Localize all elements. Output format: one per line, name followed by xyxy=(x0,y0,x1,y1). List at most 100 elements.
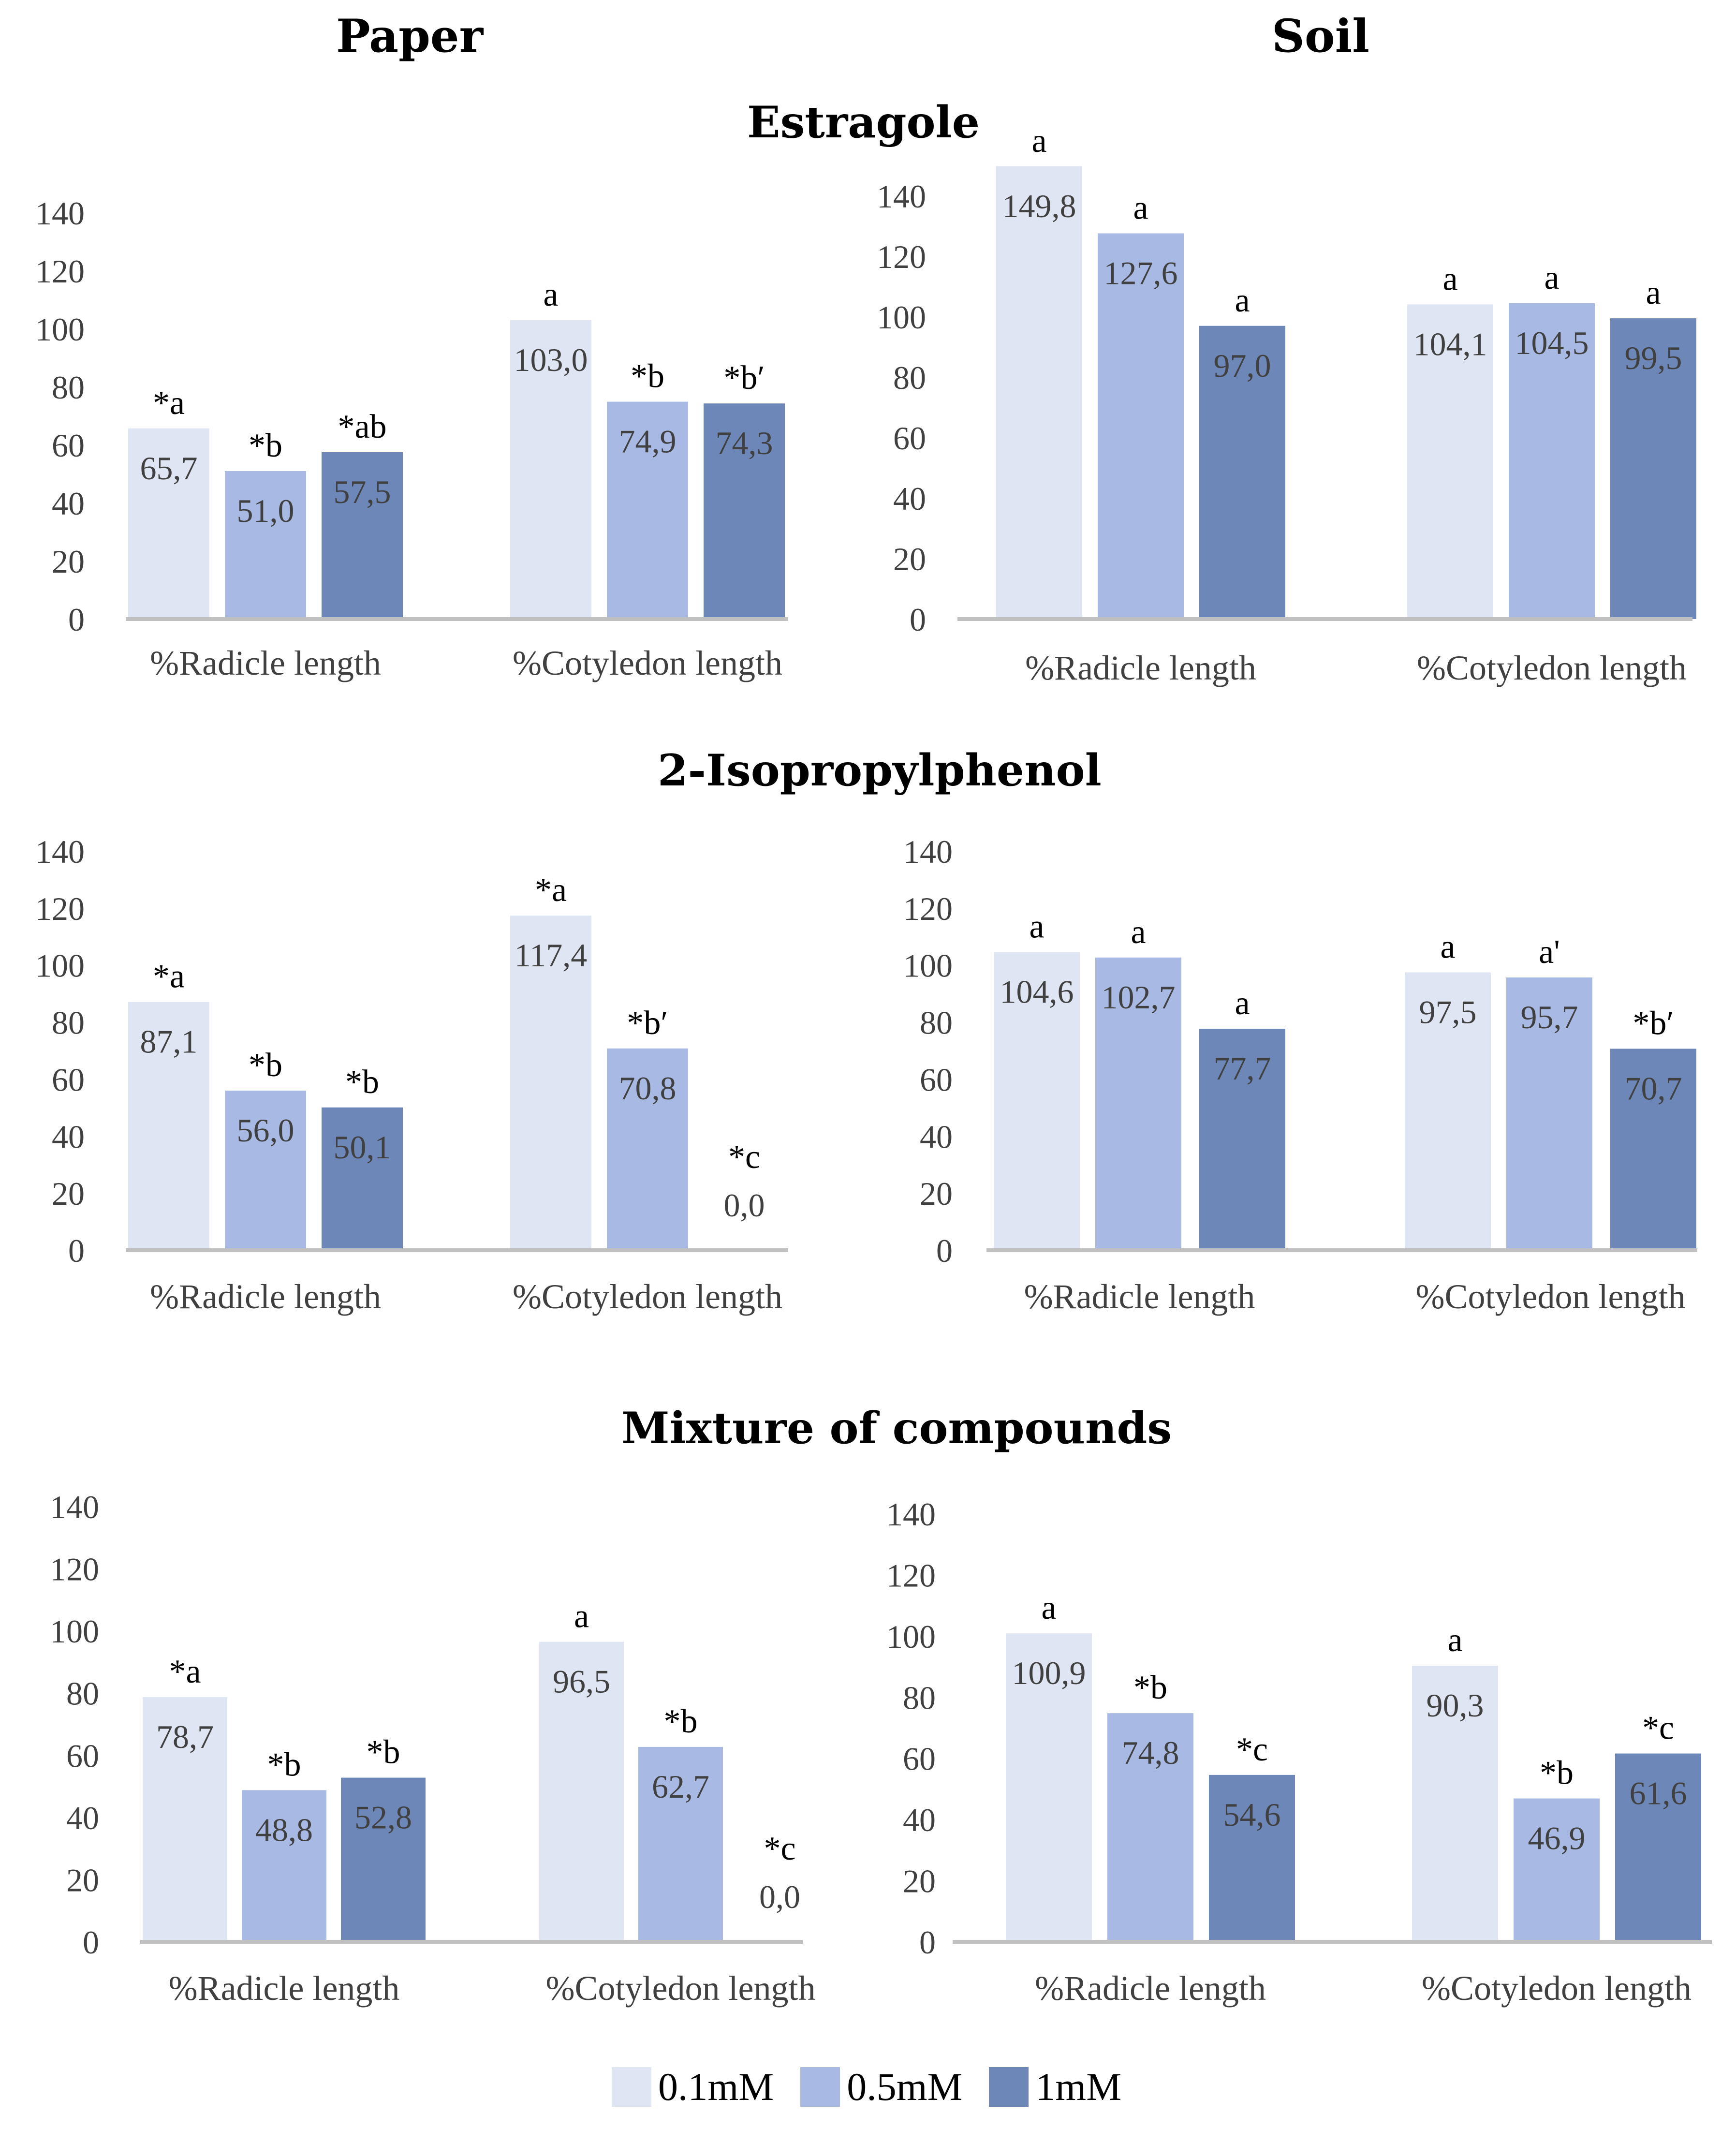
significance-letter: *b′ xyxy=(1633,1005,1674,1042)
data-label: 90,3 xyxy=(1427,1687,1484,1724)
significance-letter: *b xyxy=(631,358,664,395)
y-tick-label: 80 xyxy=(920,1005,953,1041)
significance-letter: a xyxy=(1235,282,1250,319)
significance-letter: *a xyxy=(153,384,185,422)
significance-letter: a xyxy=(574,1598,589,1635)
significance-letter: *b′ xyxy=(627,1005,668,1042)
significance-letter: *b′ xyxy=(723,359,765,397)
y-tick-label: 140 xyxy=(35,195,85,232)
bar xyxy=(1506,977,1592,1250)
significance-letter: a xyxy=(1133,190,1148,227)
y-tick-label: 0 xyxy=(68,1232,85,1269)
bar xyxy=(1412,1666,1498,1942)
data-label: 65,7 xyxy=(140,450,198,487)
significance-letter: *b xyxy=(367,1734,400,1771)
bar xyxy=(225,1091,306,1250)
legend-swatch-1mM xyxy=(989,2067,1029,2107)
bar xyxy=(225,471,306,619)
y-tick-label: 140 xyxy=(50,1489,99,1525)
y-tick-label: 0 xyxy=(68,601,85,638)
section-title-isopropylphenol: 2-Isopropylphenol xyxy=(658,745,1102,796)
y-tick-label: 120 xyxy=(50,1551,99,1588)
y-tick-label: 100 xyxy=(903,947,953,984)
data-label: 104,5 xyxy=(1515,325,1589,361)
y-tick-label: 80 xyxy=(52,369,85,406)
bar xyxy=(539,1641,624,1942)
chart-estragole-paper: 0 20 40 60 80 100 120 140 65,7 *a 103,0 a 51,0 *b 74,9… xyxy=(35,195,788,682)
y-tick-label: 20 xyxy=(52,543,85,580)
significance-letter: *b xyxy=(249,1047,282,1084)
y-tick-label: 60 xyxy=(920,1061,953,1098)
bar xyxy=(1405,972,1491,1250)
bar xyxy=(1610,318,1696,619)
bar xyxy=(1514,1798,1600,1942)
significance-letter: a xyxy=(1646,274,1661,311)
bar xyxy=(1199,1029,1285,1250)
data-label: 56,0 xyxy=(237,1112,294,1149)
data-label: 97,0 xyxy=(1214,347,1271,384)
y-tick-label: 40 xyxy=(920,1118,953,1155)
bar xyxy=(1615,1753,1701,1942)
data-label: 62,7 xyxy=(652,1768,709,1805)
y-tick-label: 20 xyxy=(52,1175,85,1212)
category-label: %Radicle length xyxy=(150,1277,381,1316)
data-label: 97,5 xyxy=(1419,993,1477,1030)
data-label: 117,4 xyxy=(515,937,587,974)
y-tick-label: 140 xyxy=(877,178,926,215)
significance-letter: *c xyxy=(1642,1710,1674,1747)
significance-letter: *c xyxy=(728,1138,760,1176)
bar xyxy=(1095,957,1181,1250)
significance-letter: a xyxy=(1041,1589,1056,1626)
data-label: 96,5 xyxy=(553,1663,610,1700)
bar xyxy=(607,401,688,619)
bar xyxy=(994,952,1080,1250)
y-tick-label: 100 xyxy=(35,311,85,348)
y-tick-label: 60 xyxy=(893,420,926,457)
data-label: 74,9 xyxy=(619,423,677,460)
significance-letter: a xyxy=(543,276,558,313)
significance-letter: a xyxy=(1544,259,1559,296)
data-label: 104,1 xyxy=(1413,325,1487,362)
y-tick-label: 60 xyxy=(52,427,85,464)
legend-item-0.5mM: 0.5mM xyxy=(800,2064,962,2110)
data-label: 54,6 xyxy=(1223,1796,1281,1833)
bar xyxy=(510,320,591,619)
data-label: 48,8 xyxy=(255,1811,313,1848)
data-label: 95,7 xyxy=(1521,999,1578,1035)
data-label: 46,9 xyxy=(1528,1820,1586,1857)
significance-letter: a xyxy=(1029,908,1044,946)
y-tick-label: 0 xyxy=(910,601,926,638)
category-label: %Radicle length xyxy=(1024,1277,1255,1316)
legend-label-1mM: 1mM xyxy=(1035,2065,1122,2109)
bar xyxy=(1509,303,1595,619)
y-tick-label: 120 xyxy=(877,238,926,275)
significance-letter: a xyxy=(1131,914,1146,951)
y-tick-label: 0 xyxy=(919,1924,936,1961)
legend-swatch-0.1mM xyxy=(612,2067,651,2107)
data-label: 100,9 xyxy=(1012,1655,1086,1691)
bar xyxy=(242,1790,326,1942)
y-tick-label: 120 xyxy=(886,1557,936,1594)
chart-isopropylphenol-soil: 0 20 40 60 80 100 120 140 104,6 a 97,5 a 102,7 a 95,7 a… xyxy=(903,833,1697,1316)
category-label: %Cotyledon length xyxy=(1416,1277,1686,1316)
y-tick-label: 120 xyxy=(903,890,953,927)
category-label: %Radicle length xyxy=(1025,649,1256,687)
data-label: 127,6 xyxy=(1104,255,1178,292)
legend-label-0.5mM: 0.5mM xyxy=(847,2065,963,2109)
bar xyxy=(1199,325,1285,619)
significance-letter: *a xyxy=(535,872,567,909)
data-label: 0,0 xyxy=(724,1187,765,1224)
y-tick-label: 140 xyxy=(903,833,953,870)
category-label: %Cotyledon length xyxy=(1417,649,1687,687)
significance-letter: *b xyxy=(249,427,282,464)
bar xyxy=(322,452,403,619)
chart-mixture-paper: 0 20 40 60 80 100 120 140 78,7 *a 96,5 a 48,8 *b 62,7 *… xyxy=(50,1489,815,2008)
bar xyxy=(996,166,1082,619)
chart-isopropylphenol-paper: 0 20 40 60 80 100 120 140 87,1 *a 117,4 *a 56,0 *b 70,… xyxy=(35,833,788,1316)
data-label: 70,7 xyxy=(1625,1070,1682,1107)
bar xyxy=(1610,1049,1696,1250)
data-label: 99,5 xyxy=(1625,340,1682,376)
significance-letter: *ab xyxy=(338,408,386,445)
data-label: 52,8 xyxy=(354,1799,412,1836)
